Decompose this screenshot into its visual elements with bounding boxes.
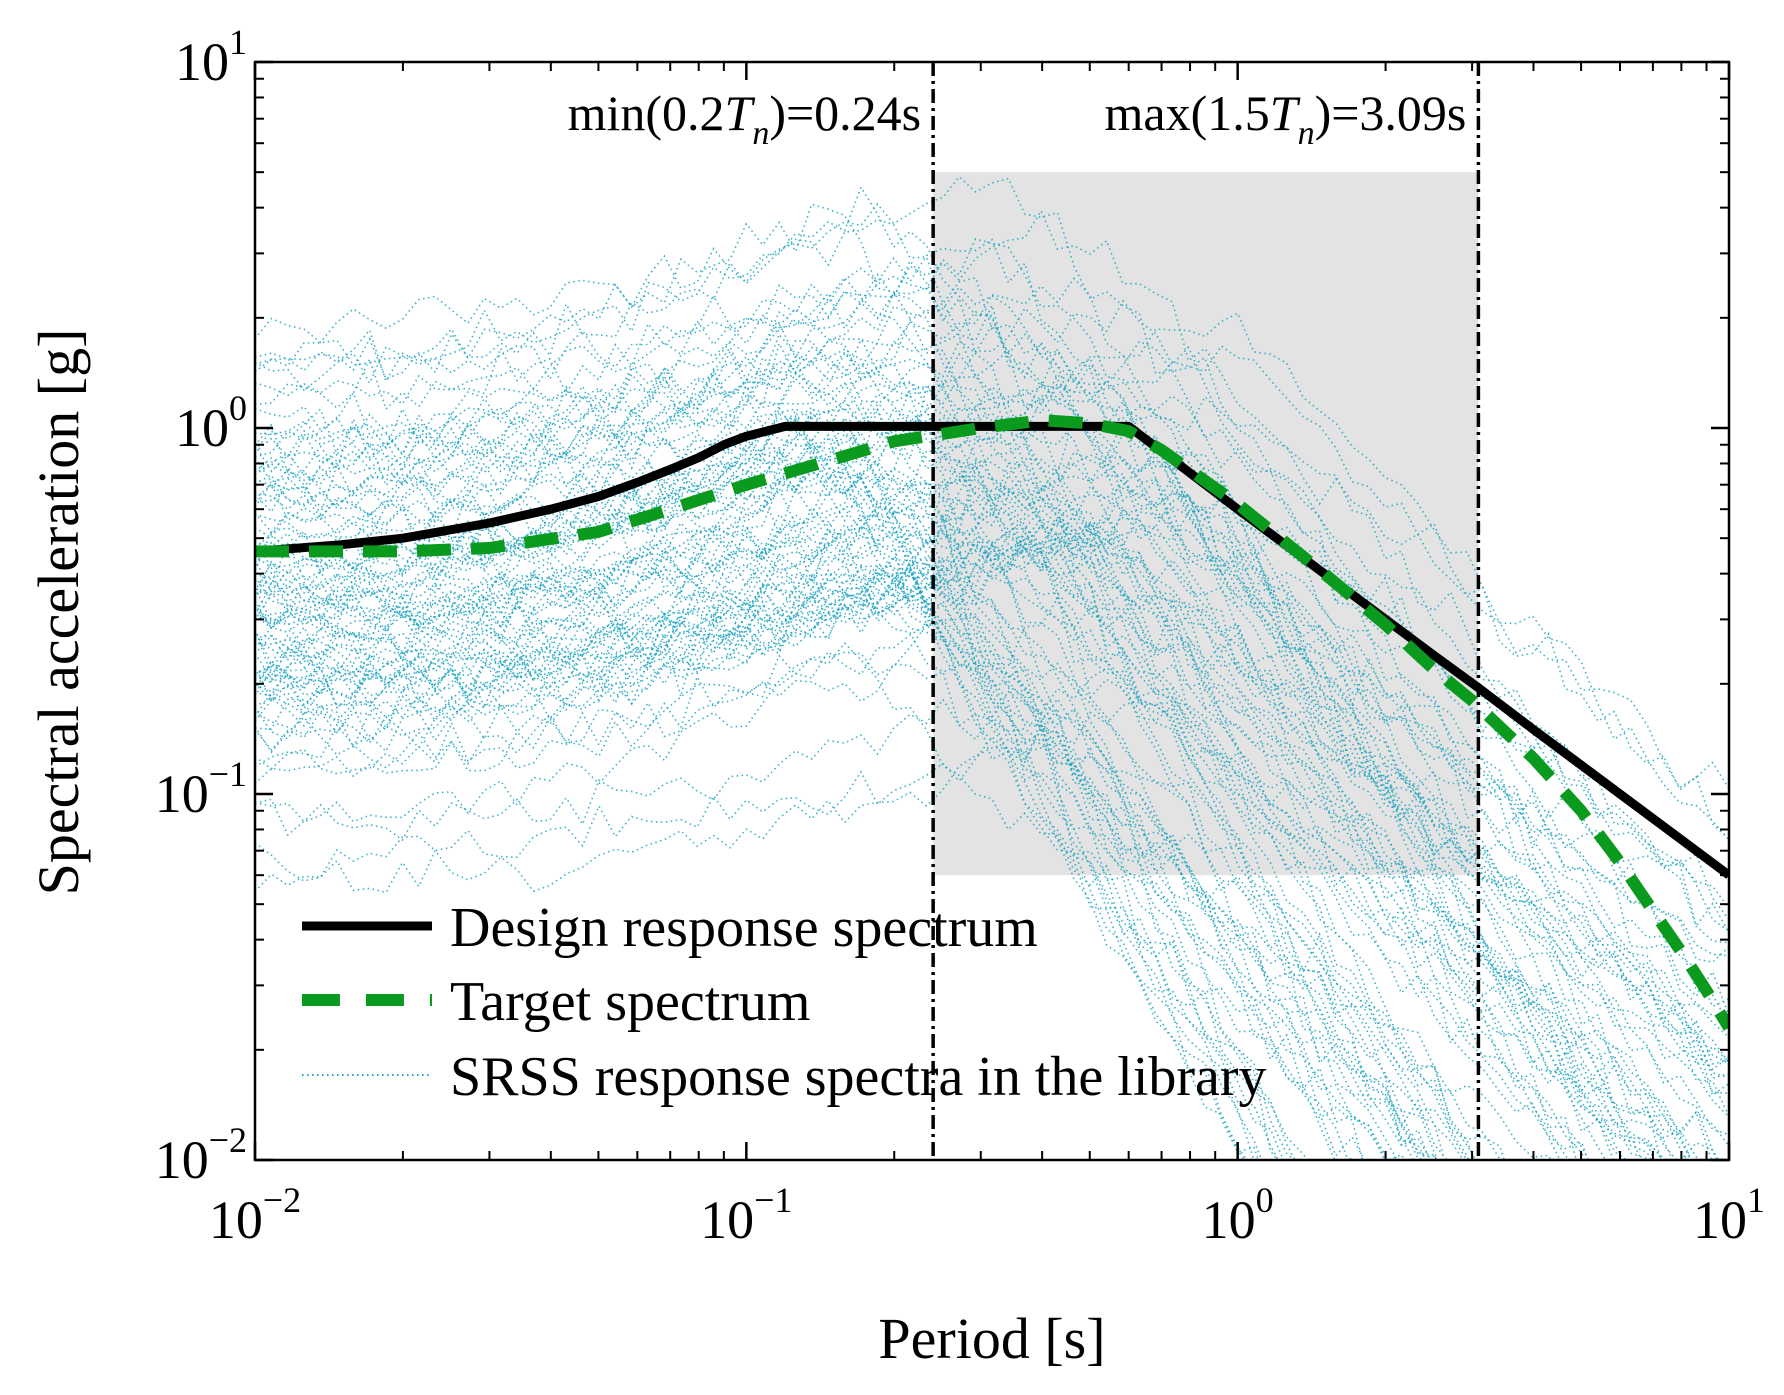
srss-spectrum-line — [255, 458, 1729, 1097]
y-tick-label: 10−2 — [155, 1120, 247, 1190]
srss-spectrum-line — [255, 286, 1571, 1160]
srss-spectrum-line — [255, 478, 1504, 1160]
srss-spectrum-line — [255, 530, 1652, 1160]
srss-spectrum-line — [255, 563, 1664, 1160]
srss-spectrum-line — [255, 341, 1729, 1147]
legend-item: SRSS response spectra in the library — [302, 1046, 1267, 1108]
srss-spectrum-line — [255, 456, 1586, 1160]
x-axis-title: Period [s] — [878, 1306, 1105, 1371]
srss-spectrum-line — [255, 238, 1729, 1071]
srss-spectrum-line — [255, 395, 1729, 790]
srss-spectrum-line — [255, 512, 1506, 1160]
srss-spectrum-line — [255, 340, 1729, 932]
srss-spectrum-line — [255, 511, 1729, 963]
srss-spectrum-line — [255, 567, 1263, 1160]
srss-spectrum-line — [255, 302, 1625, 1160]
legend-label: SRSS response spectra in the library — [450, 1046, 1267, 1108]
srss-spectrum-line — [255, 305, 1415, 1160]
srss-spectrum-line — [255, 525, 1390, 1160]
srss-spectrum-line — [255, 286, 1470, 1160]
srss-spectrum-line — [255, 259, 1439, 1160]
srss-spectrum-line — [255, 238, 1729, 1018]
srss-spectrum-line — [255, 508, 1729, 1017]
srss-spectrum-line — [255, 493, 1729, 1064]
srss-spectrum-line — [255, 394, 1729, 944]
srss-spectrum-line — [255, 348, 1729, 1080]
srss-spectrum-line — [255, 414, 1364, 1160]
x-tick-label: 101 — [1693, 1180, 1765, 1250]
x-tick-label: 10−2 — [209, 1180, 301, 1250]
srss-spectrum-line — [255, 577, 1246, 1160]
legend-label: Design response spectrum — [450, 897, 1038, 959]
srss-spectrum-line — [255, 485, 1729, 957]
legend-label: Target spectrum — [450, 971, 810, 1033]
srss-spectrum-line — [255, 446, 1607, 1160]
srss-spectrum-line — [255, 411, 1469, 1160]
y-tick-label: 100 — [175, 388, 247, 458]
srss-spectrum-line — [255, 514, 1296, 1160]
y-tick-label: 101 — [175, 22, 247, 92]
target-spectrum-line — [255, 414, 1729, 1031]
x-tick-label: 10−1 — [700, 1180, 792, 1250]
srss-spectrum-line — [255, 218, 1729, 921]
y-tick-label: 10−1 — [155, 754, 247, 824]
srss-spectrum-line — [255, 530, 1669, 1160]
srss-spectrum-line — [255, 394, 1662, 1160]
legend-item: Target spectrum — [302, 971, 810, 1033]
annotation-min-period: min(0.2Tn)=0.24s — [568, 85, 922, 152]
srss-spectrum-line — [255, 468, 1255, 1160]
srss-spectrum-line — [255, 341, 1642, 1160]
x-tick-label: 100 — [1202, 1180, 1274, 1250]
srss-spectrum-line — [255, 408, 1285, 1160]
annotation-max-period: max(1.5Tn)=3.09s — [1105, 85, 1467, 152]
srss-spectrum-line — [255, 492, 1628, 1160]
srss-spectrum-line — [255, 323, 1729, 909]
srss-spectrum-line — [255, 312, 1729, 841]
srss-spectrum-line — [255, 339, 1713, 1160]
srss-spectrum-line — [255, 741, 1296, 1160]
plot-frame — [253, 60, 1731, 1162]
srss-spectrum-line — [255, 569, 1279, 1160]
srss-spectrum-line — [255, 310, 1729, 1066]
legend-item: Design response spectrum — [302, 897, 1038, 959]
srss-spectrum-line — [255, 454, 1614, 1160]
y-axis-title: Spectral acceleration [g] — [26, 329, 91, 896]
srss-spectrum-line — [255, 277, 1692, 1160]
